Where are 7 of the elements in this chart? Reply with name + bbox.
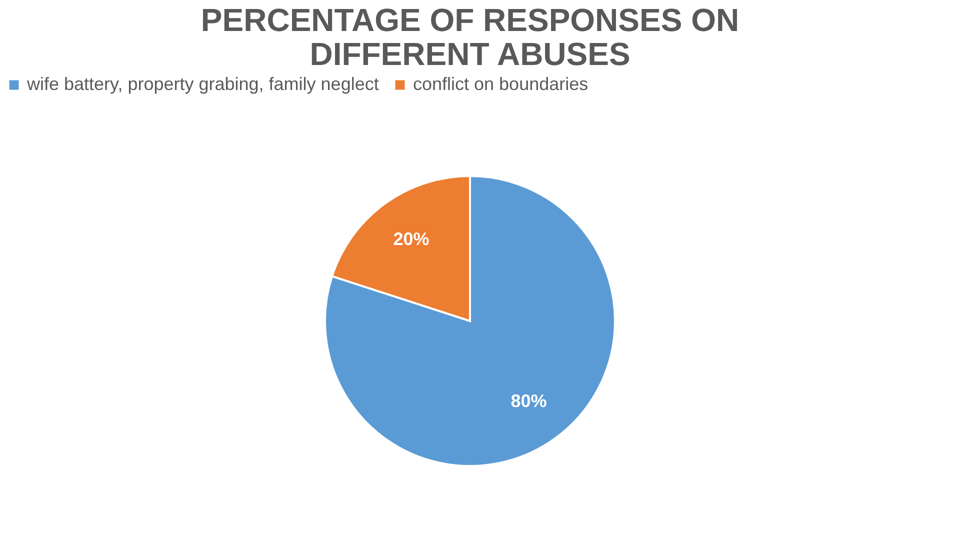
pie-slice xyxy=(324,175,616,467)
data-label: 80% xyxy=(510,390,547,411)
legend-label: wife battery, property grabing, family neglect xyxy=(26,74,379,94)
text: PERCENTAGE OF RESPONSES ON xyxy=(200,2,740,38)
data-label: 20% xyxy=(393,229,430,250)
text: DIFFERENT ABUSES xyxy=(310,36,630,72)
legend-label: conflict on boundaries xyxy=(413,74,588,94)
